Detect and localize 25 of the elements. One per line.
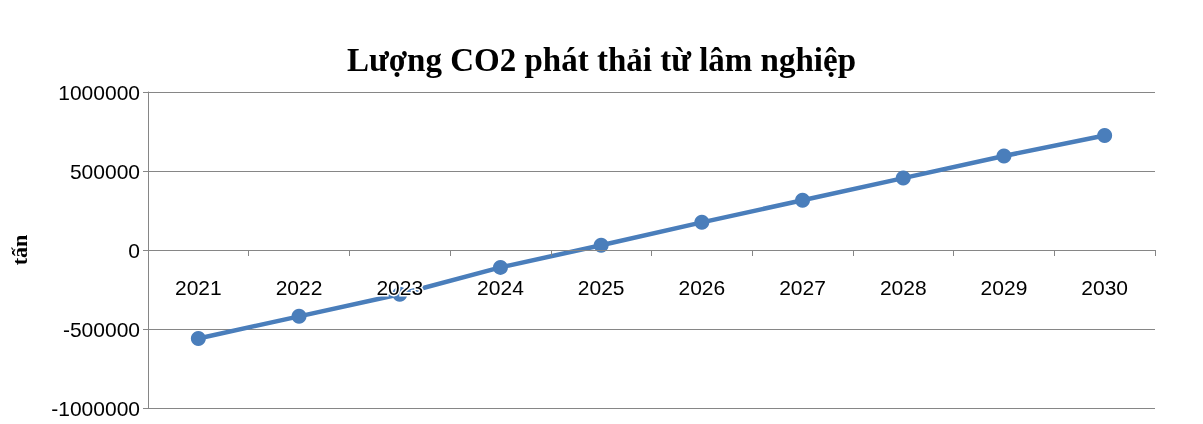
point — [694, 214, 710, 230]
y-tick-label: -500000 — [62, 317, 140, 341]
point — [291, 308, 307, 324]
point — [996, 148, 1012, 164]
point — [1097, 127, 1113, 143]
x-tick-label: 2022 — [275, 275, 323, 299]
y-tick-label: -1000000 — [51, 396, 140, 420]
x-tick-label: 2027 — [779, 275, 826, 299]
x-tick-label: 2024 — [477, 275, 525, 299]
x-tick-label: 2025 — [577, 275, 625, 299]
chart-title: Lượng CO2 phát thải từ lâm nghiệp — [347, 41, 856, 78]
point — [795, 192, 811, 208]
x-tick-label: 2028 — [879, 275, 927, 299]
y-tick-label: 1000000 — [58, 80, 140, 104]
x-tick-label: 2030 — [1081, 275, 1129, 299]
y-tick-label: 500000 — [69, 159, 140, 183]
point — [593, 237, 609, 253]
point — [895, 170, 911, 186]
x-tick-label: 2029 — [980, 275, 1028, 299]
point — [190, 330, 206, 346]
x-tick-label: 2026 — [678, 275, 726, 299]
x-tick-label: 2021 — [174, 275, 222, 299]
point — [492, 259, 508, 275]
y-tick-label: 0 — [128, 238, 140, 262]
y-axis-title: tấn — [6, 234, 32, 266]
